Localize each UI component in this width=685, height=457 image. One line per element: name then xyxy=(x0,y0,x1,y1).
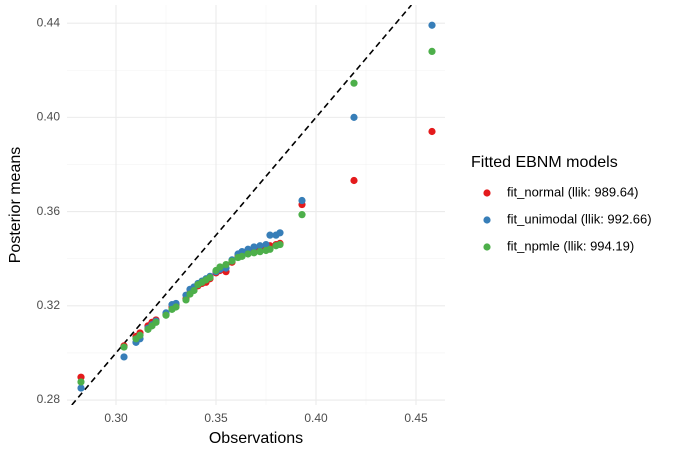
legend-label: fit_npmle (llik: 994.19) xyxy=(507,238,634,253)
point xyxy=(266,245,274,253)
point xyxy=(298,196,306,205)
point xyxy=(350,176,358,185)
point xyxy=(206,273,214,282)
point xyxy=(244,250,252,258)
point xyxy=(136,331,144,339)
legend-swatch xyxy=(483,216,491,224)
point xyxy=(250,243,258,251)
reference-line xyxy=(71,5,413,405)
point xyxy=(222,260,230,269)
x-tick-label: 0.30 xyxy=(104,411,128,425)
point xyxy=(262,240,270,249)
point xyxy=(120,343,128,351)
x-tick-label: 0.40 xyxy=(304,411,328,425)
point xyxy=(298,211,306,219)
y-axis-title: Posterior means xyxy=(7,147,24,264)
point xyxy=(276,229,284,237)
point xyxy=(190,286,198,295)
y-tick-label: 0.28 xyxy=(37,392,61,406)
point xyxy=(216,263,224,271)
point xyxy=(77,384,85,392)
point xyxy=(266,231,274,239)
point xyxy=(77,378,85,386)
point xyxy=(238,252,246,260)
x-tick-label: 0.45 xyxy=(404,411,428,425)
point xyxy=(256,242,264,250)
point xyxy=(120,353,128,361)
y-tick-label: 0.44 xyxy=(37,15,61,29)
plot-area xyxy=(67,5,445,405)
y-tick-label: 0.40 xyxy=(37,110,61,124)
x-tick-label: 0.35 xyxy=(204,411,228,425)
y-tick-label: 0.32 xyxy=(37,298,61,312)
point xyxy=(256,248,264,256)
point xyxy=(228,257,236,265)
y-tick-label: 0.36 xyxy=(37,204,61,218)
point xyxy=(250,249,258,257)
point xyxy=(152,318,160,326)
point xyxy=(162,311,170,319)
legend-title: Fitted EBNM models xyxy=(471,154,618,171)
legend-swatch xyxy=(483,189,491,197)
legend-label: fit_unimodal (llik: 992.66) xyxy=(507,211,652,226)
point xyxy=(172,303,180,311)
x-axis-title: Observations xyxy=(209,430,303,447)
point xyxy=(182,296,190,304)
legend-label: fit_normal (llik: 989.64) xyxy=(507,184,639,199)
point xyxy=(350,79,358,87)
point xyxy=(276,240,284,249)
point xyxy=(350,113,358,121)
legend-swatch xyxy=(483,243,491,251)
point xyxy=(428,21,436,29)
point xyxy=(428,47,436,56)
point xyxy=(428,127,436,136)
